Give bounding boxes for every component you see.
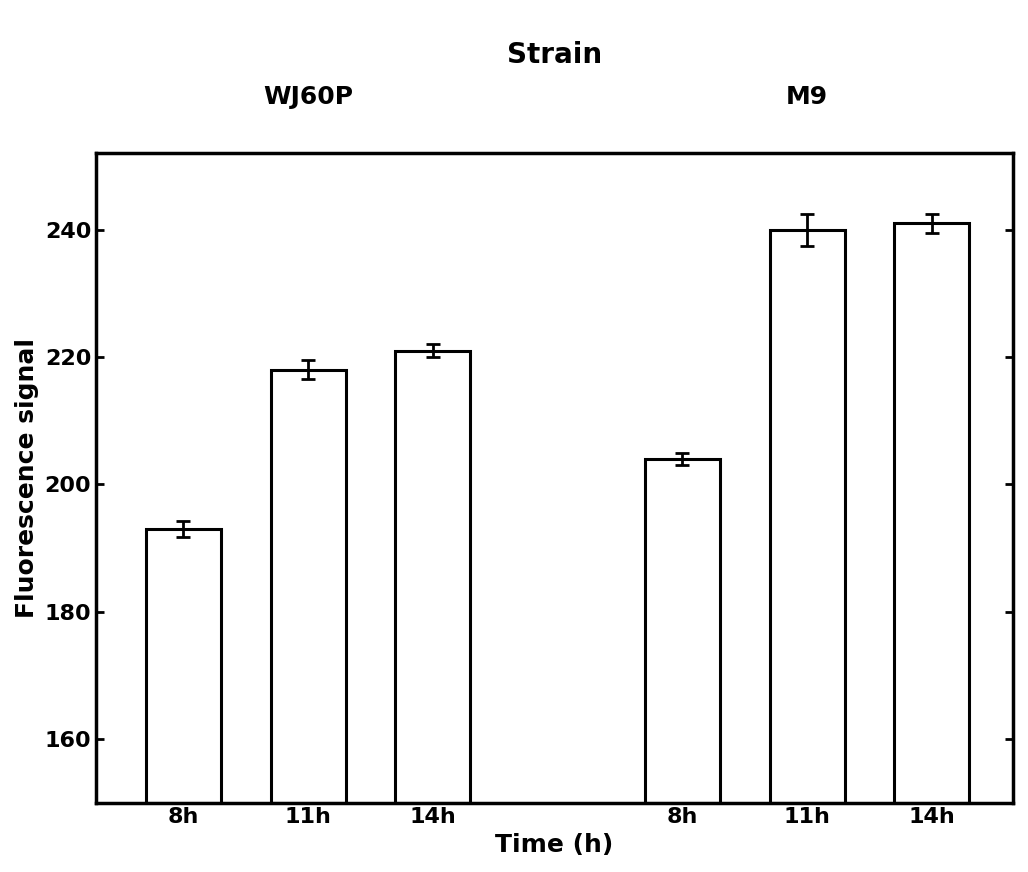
- Bar: [146, 529, 221, 802]
- Text: M9: M9: [786, 85, 829, 109]
- Bar: [894, 223, 969, 802]
- Bar: [770, 230, 845, 802]
- Bar: [645, 459, 720, 802]
- Title: Strain: Strain: [507, 41, 602, 69]
- Bar: [396, 351, 471, 802]
- Bar: [270, 370, 345, 802]
- X-axis label: Time (h): Time (h): [495, 833, 614, 857]
- Text: WJ60P: WJ60P: [263, 85, 354, 109]
- Y-axis label: Fluorescence signal: Fluorescence signal: [15, 338, 39, 618]
